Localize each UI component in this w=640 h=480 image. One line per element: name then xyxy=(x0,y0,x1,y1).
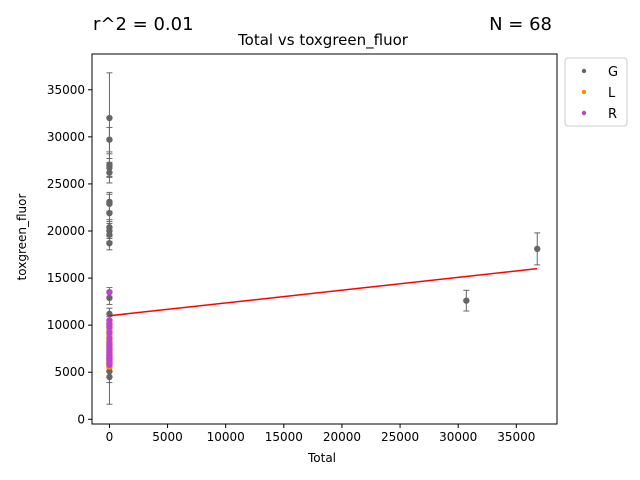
data-point-G xyxy=(106,169,113,176)
x-axis: 0 5000 10000 15000 20000 25000 30000 35000 xyxy=(106,424,535,444)
y-tick-label: 20000 xyxy=(47,224,85,238)
y-axis-label: toxgreen_fluor xyxy=(15,194,29,281)
chart-title: Total vs toxgreen_fluor xyxy=(237,31,409,50)
y-axis: 0 5000 10000 15000 20000 25000 30000 35000 xyxy=(47,83,92,426)
x-tick-label: 20000 xyxy=(323,430,361,444)
data-point-R xyxy=(106,361,113,368)
y-tick-label: 15000 xyxy=(47,271,85,285)
y-tick-label: 30000 xyxy=(47,130,85,144)
legend-label-R: R xyxy=(608,107,617,122)
data-point-G xyxy=(106,294,113,302)
data-point-G xyxy=(106,240,113,247)
legend-label-G: G xyxy=(608,65,618,80)
y-tick-label: 0 xyxy=(77,412,85,426)
y-tick-label: 35000 xyxy=(47,83,85,97)
data-point-G xyxy=(106,164,113,172)
data-point-G xyxy=(106,368,113,375)
y-tick-label: 25000 xyxy=(47,177,85,191)
x-tick-label: 5000 xyxy=(152,430,183,444)
legend-marker-G xyxy=(581,68,587,74)
x-tick-label: 15000 xyxy=(265,430,303,444)
legend: GLR xyxy=(564,57,628,127)
x-tick-label: 35000 xyxy=(497,430,535,444)
data-point-G xyxy=(106,231,113,238)
fit-line-group xyxy=(109,267,538,317)
data-point-G xyxy=(106,136,113,143)
data-point-G xyxy=(534,245,541,253)
data-point-G xyxy=(106,114,113,122)
x-tick-label: 10000 xyxy=(207,430,245,444)
data-point-G xyxy=(106,373,113,381)
legend-label-L: L xyxy=(608,86,616,101)
data-point-R xyxy=(106,329,113,336)
annotations: r^2 = 0.01 N = 68 xyxy=(93,14,552,35)
data-points xyxy=(106,114,541,381)
x-tick-label: 0 xyxy=(106,430,114,444)
legend-marker-L xyxy=(581,89,587,95)
data-point-G xyxy=(106,209,113,217)
data-point-R xyxy=(106,323,113,331)
plot-area: 0 5000 10000 15000 20000 25000 30000 35000 0 500… xyxy=(47,53,558,444)
plot-frame xyxy=(91,53,558,425)
data-point-R xyxy=(106,288,113,296)
sample-count-label: N = 68 xyxy=(489,14,552,35)
y-tick-label: 5000 xyxy=(54,365,85,379)
error-bars xyxy=(106,72,541,405)
x-tick-label: 30000 xyxy=(439,430,477,444)
y-tick-label: 10000 xyxy=(47,318,85,332)
data-point-G xyxy=(106,200,113,207)
x-axis-label: Total xyxy=(307,451,336,465)
legend-marker-R xyxy=(581,110,587,116)
data-point-G xyxy=(463,297,470,304)
fit-line xyxy=(109,267,538,317)
r-squared-label: r^2 = 0.01 xyxy=(93,14,194,35)
legend-box xyxy=(564,57,628,127)
x-tick-label: 25000 xyxy=(381,430,419,444)
data-point-R xyxy=(106,335,113,342)
